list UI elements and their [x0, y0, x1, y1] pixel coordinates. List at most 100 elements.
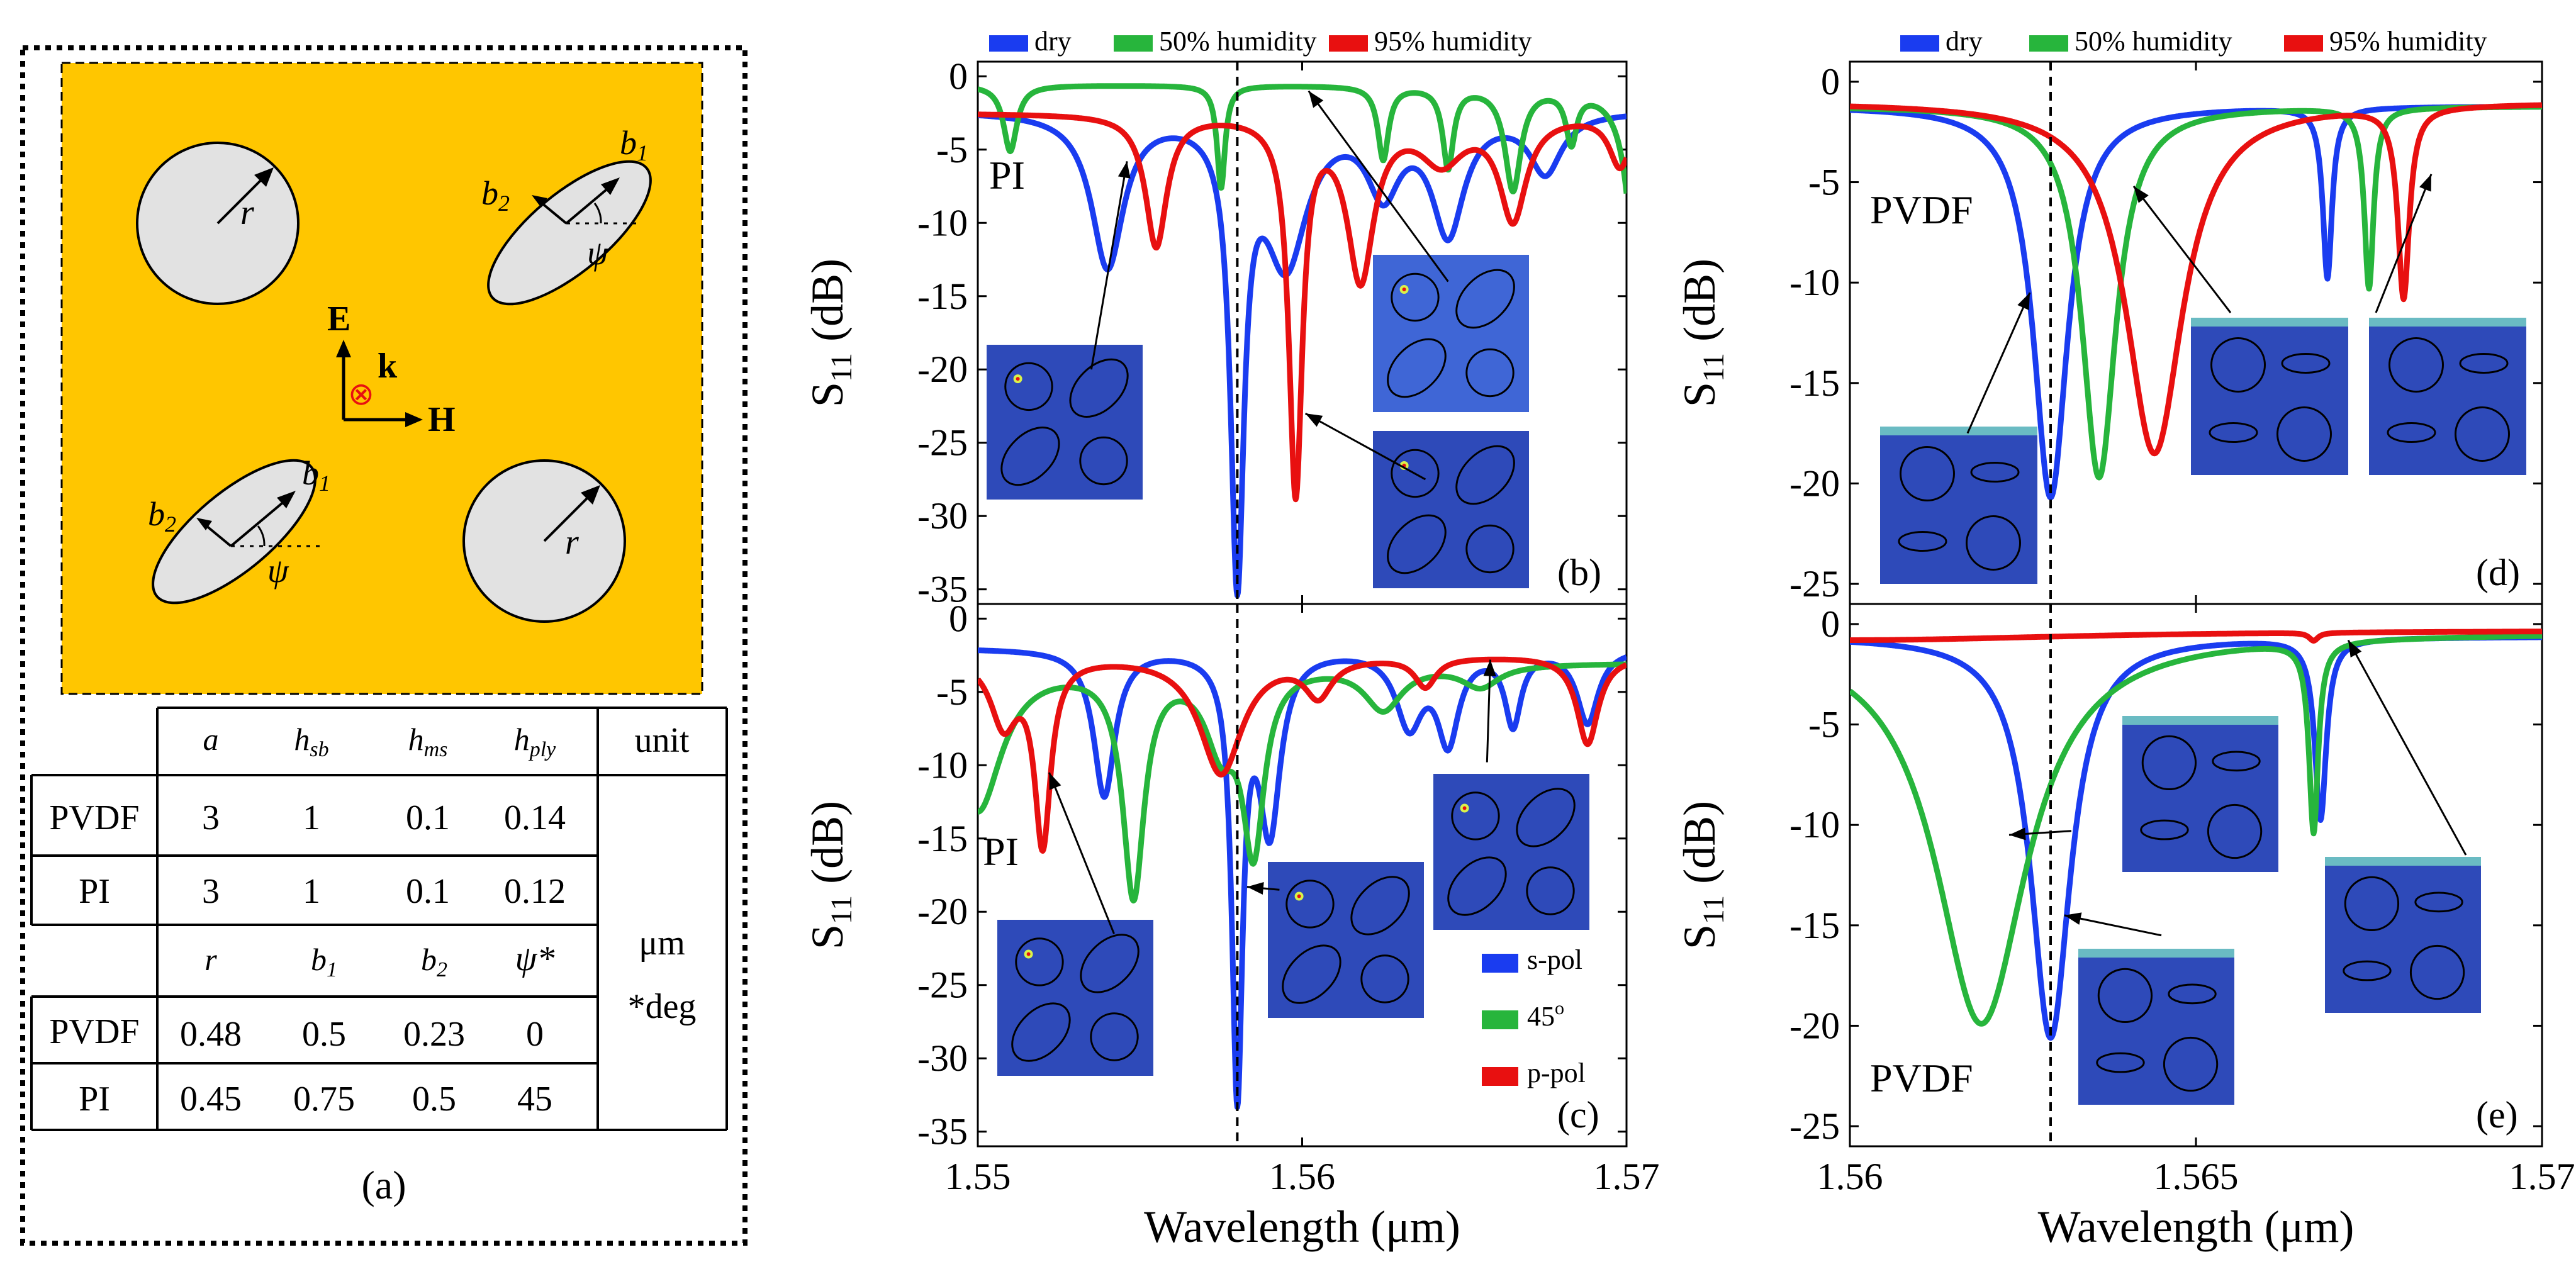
arrowhead-icon	[2064, 912, 2082, 925]
table-cell: 0.14	[504, 798, 566, 837]
legend-label: 50% humidity	[1159, 26, 1317, 57]
y-tick-label: -35	[917, 569, 968, 610]
y-tick-label: -10	[917, 744, 968, 786]
field-map-circle	[1391, 272, 1440, 322]
circle-hole-top-left: r	[136, 142, 300, 305]
y-tick-label: -5	[1808, 704, 1840, 746]
plots: 0 -5 -10 -15 -20 -25 -30 -35 S11 (dB) PI (b) dry 50%…	[802, 26, 2575, 1252]
field-map-circle	[2207, 803, 2263, 859]
row-label-pi: PI	[79, 1080, 110, 1119]
header-hsb: hsb	[294, 722, 328, 761]
field-hotspot	[1016, 377, 1020, 381]
field-map-ellipse	[1282, 944, 1341, 1004]
field-map-ellipse	[2414, 891, 2463, 913]
field-orientation: E k H ⊗	[327, 299, 456, 439]
legend-label: 95% humidity	[1374, 26, 1532, 57]
field-map-ellipse	[2209, 422, 2258, 443]
table-cell: 3	[202, 872, 220, 911]
y-axis-title-sub: 11	[825, 353, 858, 382]
header-a: a	[203, 722, 219, 757]
panel-e: 0 -5 -10 -15 -20 -25 1.56 1.565 1.57 Wavelength (…	[1674, 603, 2575, 1252]
legend-label: dry	[1946, 26, 1983, 57]
y-tick-label: -20	[1789, 462, 1840, 504]
y-axis-title: S11 (dB)	[802, 259, 858, 407]
inset-pointer	[1090, 161, 1128, 370]
field-map-circle	[2097, 968, 2153, 1024]
arrowhead-icon	[1308, 91, 1324, 108]
field-map-ellipse	[2459, 353, 2509, 374]
y-axis-title-unit: (dB)	[1674, 801, 1725, 895]
unit-degree-note: *deg	[628, 987, 697, 1026]
y-tick-label: -20	[917, 891, 968, 932]
radius-arrow	[216, 172, 269, 225]
panel-a: r r b1 b2 ψ	[20, 45, 748, 1246]
y-tick-label: -35	[917, 1111, 968, 1153]
series-line-p-pol	[1850, 629, 2542, 644]
field-map-background	[1433, 774, 1589, 930]
b1-label: b1	[620, 124, 648, 165]
e-field-label: E	[327, 299, 350, 338]
table-cell: 0.5	[412, 1080, 456, 1119]
legend-swatch	[1329, 35, 1368, 52]
field-map-background	[2122, 716, 2278, 872]
field-map-ellipse	[2387, 422, 2436, 443]
field-map-ellipse	[1516, 788, 1576, 847]
inset-pointer	[2375, 174, 2433, 313]
panel-letter: (b)	[1557, 552, 1601, 593]
k-vector-label: k	[378, 347, 398, 386]
parameter-table: a hsb hms hply unit PVDF 3 1 0.1 0.14 PI…	[30, 707, 728, 1131]
field-hotspot	[1402, 288, 1406, 291]
field-map-background	[987, 345, 1143, 500]
arrowhead-icon	[2017, 293, 2030, 310]
panel-c: 0 -5 -10 -15 -20 -25 -30 -351.55 1.56 1.57 Wavelen…	[802, 598, 1660, 1252]
y-tick-label: 0	[949, 598, 968, 639]
y-axis-title-sub: 11	[1697, 895, 1730, 924]
y-tick-label: -30	[917, 495, 968, 537]
material-label: PI	[983, 829, 1019, 874]
field-map-ellipse	[2140, 819, 2189, 841]
y-tick-label: -15	[1789, 362, 1840, 404]
table-cell: 0.48	[180, 1015, 242, 1054]
arrowhead-icon	[1305, 413, 1323, 427]
radius-label: r	[240, 193, 254, 232]
d-inset-left	[1880, 427, 2037, 584]
field-map-edge-highlight	[2325, 857, 2481, 866]
y-tick-label: -5	[936, 671, 968, 713]
table-cell: 0.45	[180, 1080, 242, 1119]
circle-hole-bottom-right: r	[462, 459, 626, 623]
field-map-edge-highlight	[2122, 716, 2278, 725]
series-line-50-humidity	[978, 83, 1627, 194]
arrowhead-icon	[532, 195, 547, 208]
b-inset-left	[987, 345, 1143, 500]
y-tick-label: -25	[1789, 563, 1840, 605]
y-tick-label: -15	[917, 818, 968, 859]
y-tick-label: -20	[917, 349, 968, 390]
field-map-circle	[2409, 944, 2465, 1000]
e-inset-right	[2325, 857, 2481, 1013]
field-map-ellipse	[2212, 751, 2261, 772]
table-cell: 3	[202, 798, 220, 837]
arrowhead-icon	[2134, 186, 2149, 203]
ellipse-hole-top-right: b1 b2 ψ	[481, 124, 652, 306]
field-map-background	[1373, 255, 1529, 412]
field-map-ellipse	[1387, 338, 1447, 398]
c-inset-right	[1433, 774, 1589, 930]
series-line-95-humidity	[978, 111, 1627, 503]
field-map-circle	[1526, 866, 1575, 915]
curves	[978, 647, 1627, 1110]
field-map-ellipse	[1970, 462, 2020, 483]
field-map-ellipse	[1069, 358, 1129, 418]
panel-d: 0 -5 -10 -15 -20 -25 S11 (dB) PVDF (d) dry 50% hum…	[1674, 26, 2543, 605]
legend-label: 50% humidity	[2075, 26, 2232, 57]
table-cell: 1	[303, 872, 320, 911]
inset-pointer	[1048, 772, 1115, 934]
panel-letter: (e)	[2476, 1094, 2518, 1136]
radius-label: r	[565, 523, 579, 562]
x-axis-title: Wavelength (μm)	[2038, 1202, 2355, 1252]
e-inset-upper	[2122, 716, 2278, 872]
series-line-dry	[978, 112, 1627, 598]
y-axis-title: S11 (dB)	[1674, 801, 1730, 949]
y-tick-label: -10	[1789, 804, 1840, 846]
arrowhead-icon	[277, 491, 296, 508]
